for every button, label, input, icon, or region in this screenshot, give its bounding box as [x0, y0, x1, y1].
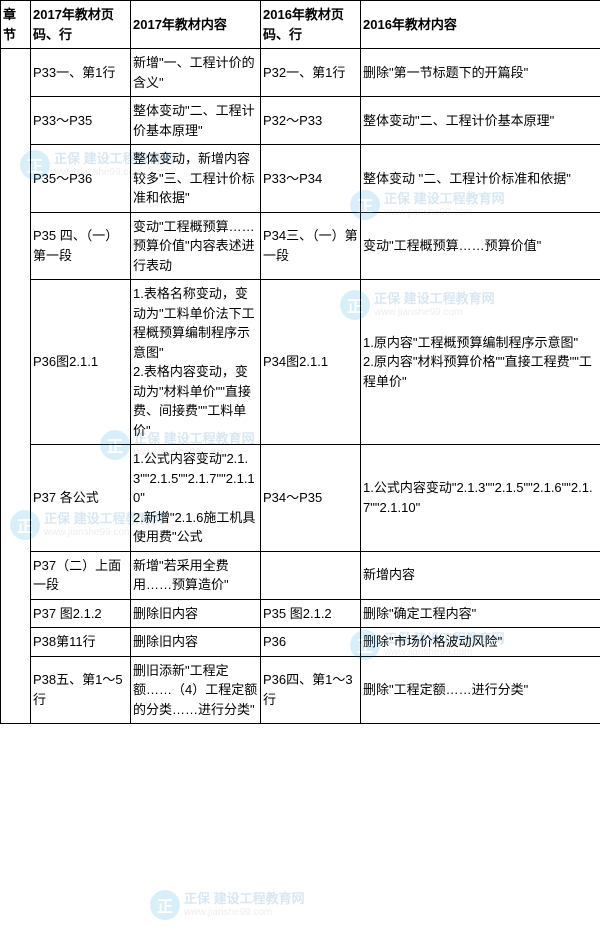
- cell-c4: 变动"工程概预算……预算价值": [361, 212, 600, 280]
- table-header-row: 章节 2017年教材页码、行 2017年教材内容 2016年教材页码、行 201…: [1, 1, 600, 49]
- cell-c3: P34图2.1.1: [261, 280, 361, 445]
- watermark: 正正保 建设工程教育网www.jianshe99.com: [150, 890, 305, 920]
- cell-c1: P37 图2.1.2: [31, 599, 131, 628]
- cell-c4: 删除"第一节标题下的开篇段": [361, 49, 600, 97]
- watermark-text: 正保 建设工程教育网www.jianshe99.com: [184, 892, 305, 917]
- cell-c4: 新增内容: [361, 551, 600, 599]
- cell-chapter: [1, 49, 31, 724]
- cell-c2: 删除旧内容: [131, 628, 261, 657]
- table-row: P33～P35整体变动"二、工程计价基本原理"P32～P33整体变动"二、工程计…: [1, 97, 600, 145]
- table-row: P37 图2.1.2删除旧内容P35 图2.1.2删除"确定工程内容": [1, 599, 600, 628]
- table-body: P33一、第1行新增"一、工程计价的含义"P32一、第1行删除"第一节标题下的开…: [1, 49, 600, 724]
- comparison-table: 章节 2017年教材页码、行 2017年教材内容 2016年教材页码、行 201…: [0, 0, 600, 724]
- header-2016-content: 2016年教材内容: [361, 1, 600, 49]
- cell-c1: P33～P35: [31, 97, 131, 145]
- cell-c1: P38第11行: [31, 628, 131, 657]
- cell-c1: P37 各公式: [31, 445, 131, 552]
- table-row: P37 各公式1.公式内容变动"2.1.3""2.1.5""2.1.7""2.1…: [1, 445, 600, 552]
- cell-c4: 删除"市场价格波动风险": [361, 628, 600, 657]
- table-row: P38五、第1～5行删旧添新"工程定额……（4）工程定额的分类……进行分类"P3…: [1, 656, 600, 724]
- cell-c3: P33～P34: [261, 145, 361, 213]
- table-row: P35～P36整体变动，新增内容较多"三、工程计价标准和依据"P33～P34整体…: [1, 145, 600, 213]
- header-2017-content: 2017年教材内容: [131, 1, 261, 49]
- table-row: P37（二）上面一段新增"若采用全费用……预算造价" 新增内容: [1, 551, 600, 599]
- watermark-url: www.jianshe99.com: [184, 907, 305, 918]
- cell-c3: [261, 551, 361, 599]
- table-row: P33一、第1行新增"一、工程计价的含义"P32一、第1行删除"第一节标题下的开…: [1, 49, 600, 97]
- cell-c1: P35 四、（一）第一段: [31, 212, 131, 280]
- cell-c4: 删除"确定工程内容": [361, 599, 600, 628]
- cell-c4: 1.公式内容变动"2.1.3""2.1.5""2.1.6""2.1.7""2.1…: [361, 445, 600, 552]
- cell-c1: P36图2.1.1: [31, 280, 131, 445]
- cell-c3: P32一、第1行: [261, 49, 361, 97]
- cell-c1: P33一、第1行: [31, 49, 131, 97]
- cell-c2: 新增"一、工程计价的含义": [131, 49, 261, 97]
- cell-c3: P36: [261, 628, 361, 657]
- cell-c2: 整体变动"二、工程计价基本原理": [131, 97, 261, 145]
- cell-c4: 1.原内容"工程概预算编制程序示意图"2.原内容"材料预算价格""直接工程费""…: [361, 280, 600, 445]
- watermark-main: 正保 建设工程教育网: [184, 892, 305, 906]
- cell-c2: 1.表格名称变动，变动为"工料单价法下工程概预算编制程序示意图"2.表格内容变动…: [131, 280, 261, 445]
- table-row: P36图2.1.11.表格名称变动，变动为"工料单价法下工程概预算编制程序示意图…: [1, 280, 600, 445]
- cell-c2: 整体变动，新增内容较多"三、工程计价标准和依据": [131, 145, 261, 213]
- cell-c4: 整体变动 "二、工程计价标准和依据": [361, 145, 600, 213]
- cell-c3: P34三、（一）第一段: [261, 212, 361, 280]
- cell-c2: 删除旧内容: [131, 599, 261, 628]
- cell-c4: 删除"工程定额……进行分类": [361, 656, 600, 724]
- cell-c1: P37（二）上面一段: [31, 551, 131, 599]
- cell-c3: P36四、第1～3行: [261, 656, 361, 724]
- table-row: P38第11行删除旧内容P36删除"市场价格波动风险": [1, 628, 600, 657]
- table-row: P35 四、（一）第一段变动"工程概预算……预算价值"内容表述进行表动P34三、…: [1, 212, 600, 280]
- cell-c2: 新增"若采用全费用……预算造价": [131, 551, 261, 599]
- cell-c3: P32～P33: [261, 97, 361, 145]
- cell-c3: P35 图2.1.2: [261, 599, 361, 628]
- cell-c2: 1.公式内容变动"2.1.3""2.1.5""2.1.7""2.1.10"2.新…: [131, 445, 261, 552]
- cell-c3: P34～P35: [261, 445, 361, 552]
- cell-c2: 删旧添新"工程定额……（4）工程定额的分类……进行分类": [131, 656, 261, 724]
- cell-c2: 变动"工程概预算……预算价值"内容表述进行表动: [131, 212, 261, 280]
- cell-c1: P35～P36: [31, 145, 131, 213]
- watermark-badge-icon: 正: [150, 890, 180, 920]
- header-chapter: 章节: [1, 1, 31, 49]
- cell-c1: P38五、第1～5行: [31, 656, 131, 724]
- header-2017-page: 2017年教材页码、行: [31, 1, 131, 49]
- header-2016-page: 2016年教材页码、行: [261, 1, 361, 49]
- cell-c4: 整体变动"二、工程计价基本原理": [361, 97, 600, 145]
